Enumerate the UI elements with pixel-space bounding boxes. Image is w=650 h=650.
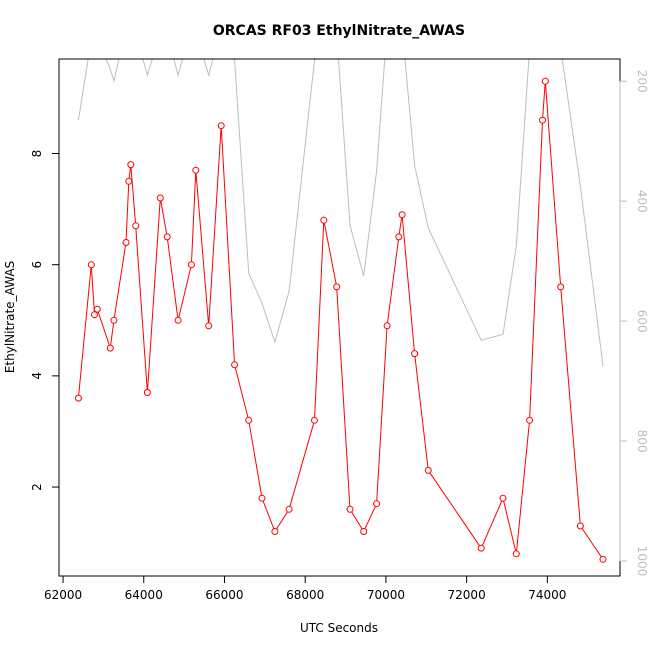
data-point — [258, 494, 266, 502]
y-tick-label: 4 — [30, 372, 44, 380]
data-point — [346, 505, 354, 513]
data-point — [557, 283, 565, 291]
data-point — [187, 261, 195, 269]
y-tick-label: 8 — [30, 150, 44, 158]
data-point — [320, 216, 328, 224]
y-tick-label: 6 — [30, 261, 44, 269]
y-axis: 2 4 6 8 — [30, 150, 60, 491]
chart-title: ORCAS RF03 EthylNitrate_AWAS — [213, 23, 465, 39]
data-point — [163, 233, 171, 241]
data-point — [87, 261, 95, 269]
plot-frame — [58, 58, 621, 577]
x-tick-label: 68000 — [286, 588, 324, 602]
data-point — [512, 550, 520, 558]
data-point — [373, 500, 381, 508]
data-point — [333, 283, 341, 291]
data-point — [91, 311, 98, 319]
data-point — [106, 344, 114, 352]
data-point — [285, 505, 293, 513]
x-tick-label: 62000 — [44, 588, 82, 602]
data-point — [125, 177, 133, 185]
data-point — [424, 466, 432, 474]
data-point — [174, 316, 182, 324]
x-axis-label: UTC Seconds — [300, 621, 378, 635]
data-point — [599, 555, 607, 563]
data-point — [143, 389, 151, 396]
y-tick-label: 2 — [30, 483, 44, 491]
y-axis-label: EthylNitrate_AWAS — [3, 261, 17, 373]
data-point — [132, 222, 140, 230]
data-point — [576, 522, 584, 530]
data-point — [383, 322, 391, 330]
data-point — [395, 233, 403, 241]
data-point — [205, 322, 213, 330]
data-point — [411, 350, 419, 358]
right-tick-label: 800 — [635, 430, 649, 453]
data-point — [311, 416, 318, 424]
x-axis: 62000 64000 66000 68000 70000 72000 74000 — [44, 575, 566, 602]
right-axis: 200 400 600 800 1000 — [619, 70, 649, 577]
data-point — [398, 211, 406, 219]
x-tick-label: 64000 — [125, 588, 163, 602]
data-point — [192, 166, 200, 174]
data-point — [217, 122, 225, 130]
x-tick-label: 72000 — [448, 588, 486, 602]
data-point — [110, 316, 118, 324]
data-point — [541, 77, 549, 85]
x-tick-label: 70000 — [367, 588, 405, 602]
primary-series — [74, 77, 607, 563]
data-point — [499, 494, 507, 502]
secondary-series-line — [77, 59, 604, 367]
right-tick-label: 200 — [635, 70, 649, 93]
data-point — [526, 416, 534, 424]
data-point — [245, 416, 253, 424]
data-point — [156, 194, 164, 202]
right-tick-label: 1000 — [635, 546, 649, 577]
data-point — [271, 528, 279, 535]
primary-series-line — [77, 81, 604, 560]
right-tick-label: 400 — [635, 190, 649, 213]
data-point — [360, 528, 368, 535]
data-point — [231, 361, 239, 369]
right-tick-label: 600 — [635, 310, 649, 333]
x-tick-label: 66000 — [205, 588, 243, 602]
data-point — [477, 544, 485, 552]
data-point — [93, 305, 101, 313]
data-point — [122, 239, 130, 246]
data-point — [127, 161, 135, 169]
x-tick-label: 74000 — [528, 588, 566, 602]
data-point — [539, 116, 546, 124]
secondary-series — [77, 59, 604, 367]
data-point — [74, 394, 82, 402]
